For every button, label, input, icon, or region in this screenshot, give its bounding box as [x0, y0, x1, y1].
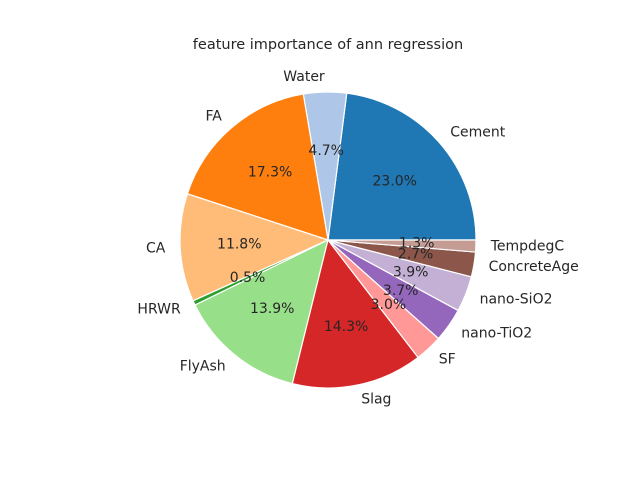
pie-wedges	[179, 91, 477, 389]
slice-label-nano-sio2: nano-SiO2	[480, 291, 553, 307]
slice-percent-flyash: 13.9%	[250, 301, 294, 317]
slice-label-water: Water	[283, 69, 325, 85]
slice-percent-cement: 23.0%	[372, 173, 416, 189]
slice-percent-nano-sio2: 3.9%	[393, 264, 429, 280]
slice-percent-hrwr: 0.5%	[230, 270, 266, 286]
pie-slice-tempdegc	[327, 239, 477, 253]
slice-label-hrwr: HRWR	[137, 301, 181, 317]
slice-percent-tempdegc: 1.3%	[399, 236, 435, 252]
slice-percent-water: 4.7%	[308, 143, 344, 159]
slice-label-cement: Cement	[450, 124, 506, 140]
slice-percent-labels: 23.0% 4.7% 17.3% 11.8% 0.5% 13.9% 14.3%3.0%3.7…	[217, 143, 434, 335]
pie-slice-flyash	[194, 239, 329, 385]
slice-percent-fa: 17.3%	[248, 165, 292, 181]
slice-label-slag: Slag	[361, 391, 391, 407]
slice-percent-ca: 11.8%	[217, 237, 261, 253]
slice-label-tempdegc: TempdegC	[490, 239, 565, 255]
pie-slice-fa	[186, 93, 329, 241]
pie-slice-ca	[179, 193, 329, 302]
slice-percent-slag: 14.3%	[324, 319, 368, 335]
slice-labels: Cement Water FA CA HRWR FlyAsh Slag SF nano-TiO2…	[137, 69, 578, 407]
slice-label-fa: FA	[205, 109, 222, 125]
pie-slice-slag	[291, 239, 419, 389]
pie-slice-cement	[327, 92, 477, 241]
slice-percent-sf: 3.0%	[371, 297, 407, 313]
slice-label-nano-tio2: nano-TiO2	[461, 326, 532, 342]
chart-title: feature importance of ann regression	[193, 37, 463, 53]
slice-percent-concreteage: 2.7%	[398, 247, 434, 263]
slice-percent-nano-tio2: 3.7%	[383, 283, 419, 299]
slice-label-flyash: FlyAsh	[180, 359, 226, 375]
slice-label-ca: CA	[146, 241, 166, 257]
slice-label-sf: SF	[439, 351, 456, 367]
slice-label-concreteage: ConcreteAge	[489, 259, 579, 275]
